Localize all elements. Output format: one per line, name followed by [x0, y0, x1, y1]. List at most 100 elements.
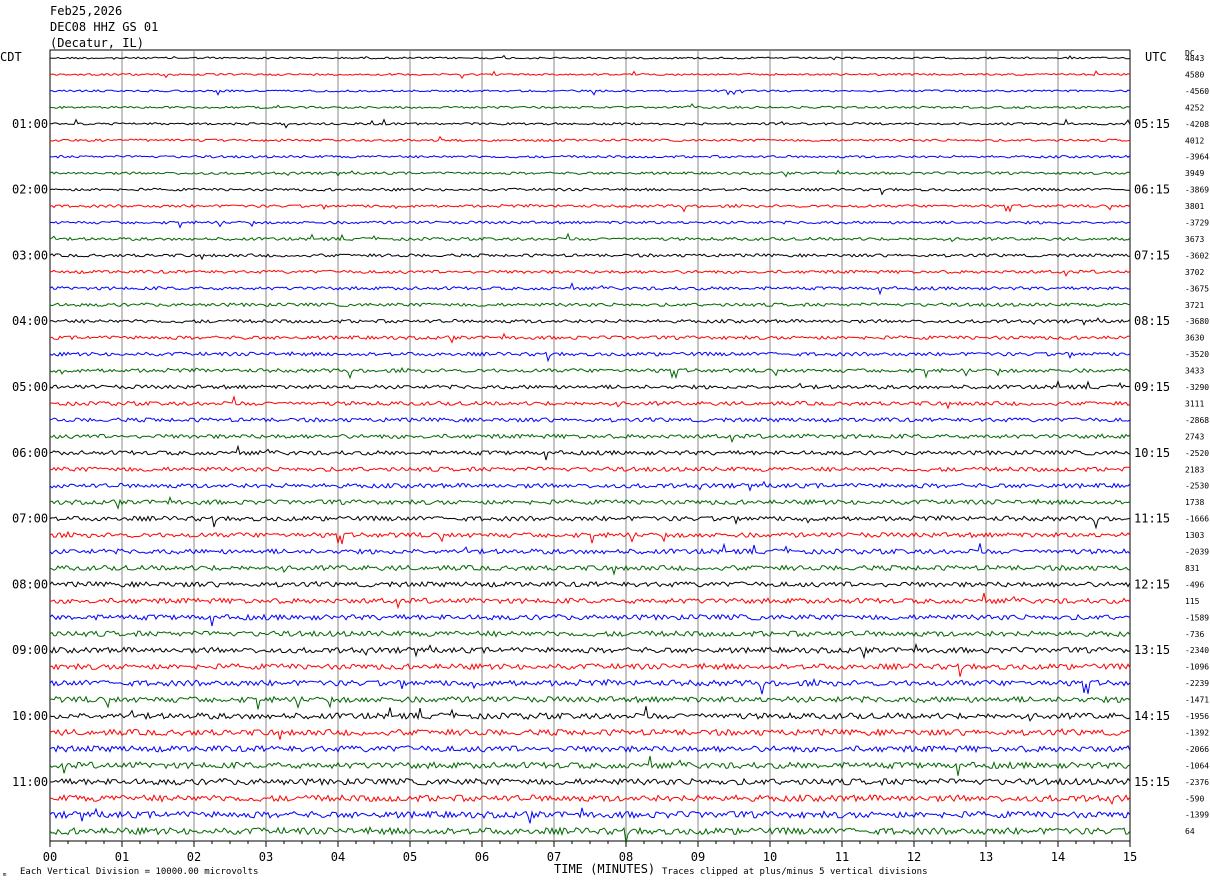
seismic-trace: [49, 642, 1131, 660]
dc-offset-label: -496: [1185, 580, 1204, 589]
seismic-trace: [49, 416, 1131, 423]
left-hour-label: 11:00: [12, 775, 48, 789]
dc-offset-label: 4012: [1185, 136, 1204, 145]
seismic-trace: [49, 530, 1131, 545]
dc-offset-label: -2039: [1185, 548, 1209, 557]
seismic-trace: [49, 592, 1131, 610]
right-hour-label: 06:15: [1134, 183, 1170, 197]
seismic-trace: [49, 695, 1131, 710]
trace-group: [49, 54, 1131, 844]
seismic-trace: [49, 281, 1131, 296]
left-hour-label: 07:00: [12, 512, 48, 526]
left-hour-label: 03:00: [12, 248, 48, 262]
dc-offset-label: -736: [1185, 630, 1204, 639]
right-hour-label: 07:15: [1134, 248, 1170, 262]
right-hour-label: 05:15: [1134, 117, 1170, 131]
right-hour-label: 15:15: [1134, 775, 1170, 789]
left-hour-label: 02:00: [12, 183, 48, 197]
record-date: Feb25,2026: [50, 4, 123, 18]
x-axis: 00 01 02 03 04 05 06 07 08 09 10 11 12 13 14 15: [43, 841, 1137, 864]
x-tick-label: 02: [187, 850, 201, 864]
seismic-trace: [49, 727, 1131, 740]
dc-offset-label: 831: [1185, 564, 1200, 573]
seismic-trace: [49, 169, 1131, 178]
seismic-trace: [49, 269, 1131, 278]
seismic-trace: [49, 444, 1131, 461]
x-tick-label: 06: [475, 850, 489, 864]
seismic-trace: [49, 118, 1131, 129]
left-hour-label: 10:00: [12, 709, 48, 723]
dc-offset-label: 2183: [1185, 465, 1204, 474]
dc-offset-label: -3869: [1185, 186, 1209, 195]
x-tick-label: 12: [907, 850, 921, 864]
seismic-trace: [49, 826, 1131, 844]
right-hour-label: 09:15: [1134, 380, 1170, 394]
x-tick-label: 14: [1051, 850, 1065, 864]
seismic-trace: [49, 54, 1131, 61]
left-hour-label: 05:00: [12, 380, 48, 394]
x-tick-label: 04: [331, 850, 345, 864]
seismic-trace: [49, 807, 1131, 824]
x-tick-label: 15: [1123, 850, 1137, 864]
seismic-trace: [49, 70, 1131, 80]
x-tick-label: 07: [547, 850, 561, 864]
dc-offset-label: 3673: [1185, 235, 1204, 244]
dc-offset-label: 115: [1185, 597, 1200, 606]
station-code: DEC08 HHZ GS 01: [50, 20, 159, 34]
seismic-trace: [49, 613, 1131, 627]
dc-offset-label: -1064: [1185, 761, 1209, 770]
dc-offset-label: 2743: [1185, 432, 1204, 441]
dc-offset-label: -3729: [1185, 219, 1209, 228]
seismic-trace: [49, 580, 1131, 589]
dc-offset-label: 3630: [1185, 334, 1204, 343]
dc-offset-label: -2340: [1185, 646, 1209, 655]
left-hour-label: 08:00: [12, 577, 48, 591]
right-hour-label: 14:15: [1134, 709, 1170, 723]
dc-offset-label: 4843: [1185, 54, 1204, 63]
seismic-trace: [49, 677, 1131, 695]
dc-offset-label: -4560: [1185, 87, 1209, 96]
seismic-trace: [49, 367, 1131, 380]
dc-offset-label: -2868: [1185, 416, 1209, 425]
seismic-trace: [49, 302, 1131, 308]
seismic-trace: [49, 744, 1131, 754]
seismic-trace: [49, 662, 1131, 677]
dc-offset-label: 3721: [1185, 301, 1204, 310]
dc-offset-label: 3801: [1185, 202, 1204, 211]
dc-offset-label: 4252: [1185, 103, 1204, 112]
x-tick-label: 10: [763, 850, 777, 864]
seismic-trace: [49, 433, 1131, 444]
dc-offset-label: -2530: [1185, 482, 1209, 491]
left-hour-label: 06:00: [12, 446, 48, 460]
dc-offset-label: 4580: [1185, 70, 1204, 79]
seismic-trace: [49, 542, 1131, 556]
seismic-trace: [49, 480, 1131, 492]
dc-offset-label: -1392: [1185, 728, 1209, 737]
dc-offset-header: DC: [1185, 49, 1195, 58]
seismic-trace: [49, 332, 1131, 344]
chart-grid: [49, 49, 1131, 842]
x-tick-label: 01: [115, 850, 129, 864]
dc-offset-label: -1666: [1185, 515, 1209, 524]
dc-offset-label: 3433: [1185, 367, 1204, 376]
dc-offset-label: -2376: [1185, 778, 1209, 787]
x-tick-label: 05: [403, 850, 417, 864]
dc-offset-label: -3602: [1185, 251, 1209, 260]
seismic-trace: [49, 154, 1131, 159]
scale-note: Each Vertical Division = 10000.00 microv…: [20, 867, 259, 877]
dc-offset-label: -3680: [1185, 317, 1209, 326]
dc-offset-label: -2239: [1185, 679, 1209, 688]
dc-offset-label: -1471: [1185, 696, 1209, 705]
seismic-trace: [49, 630, 1131, 638]
seismic-trace: [49, 135, 1131, 143]
seismic-trace: [49, 103, 1131, 110]
dc-offset-label: 1738: [1185, 498, 1204, 507]
seismic-trace: [49, 89, 1131, 96]
right-hour-label: 12:15: [1134, 577, 1170, 591]
seismic-trace: [49, 515, 1131, 530]
x-tick-label: 03: [259, 850, 273, 864]
left-hour-label: 04:00: [12, 314, 48, 328]
right-hour-label: 08:15: [1134, 314, 1170, 328]
dc-offset-label: -590: [1185, 794, 1204, 803]
